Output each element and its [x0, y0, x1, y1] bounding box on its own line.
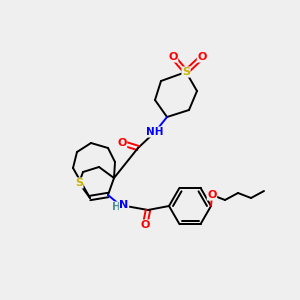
- Text: N: N: [119, 200, 129, 210]
- Text: S: S: [182, 67, 190, 77]
- Text: O: O: [197, 52, 207, 62]
- Text: O: O: [117, 138, 127, 148]
- Text: S: S: [75, 178, 83, 188]
- Text: O: O: [140, 220, 150, 230]
- Text: O: O: [207, 190, 217, 200]
- Text: NH: NH: [146, 127, 164, 137]
- Text: H: H: [112, 202, 120, 212]
- Text: O: O: [168, 52, 178, 62]
